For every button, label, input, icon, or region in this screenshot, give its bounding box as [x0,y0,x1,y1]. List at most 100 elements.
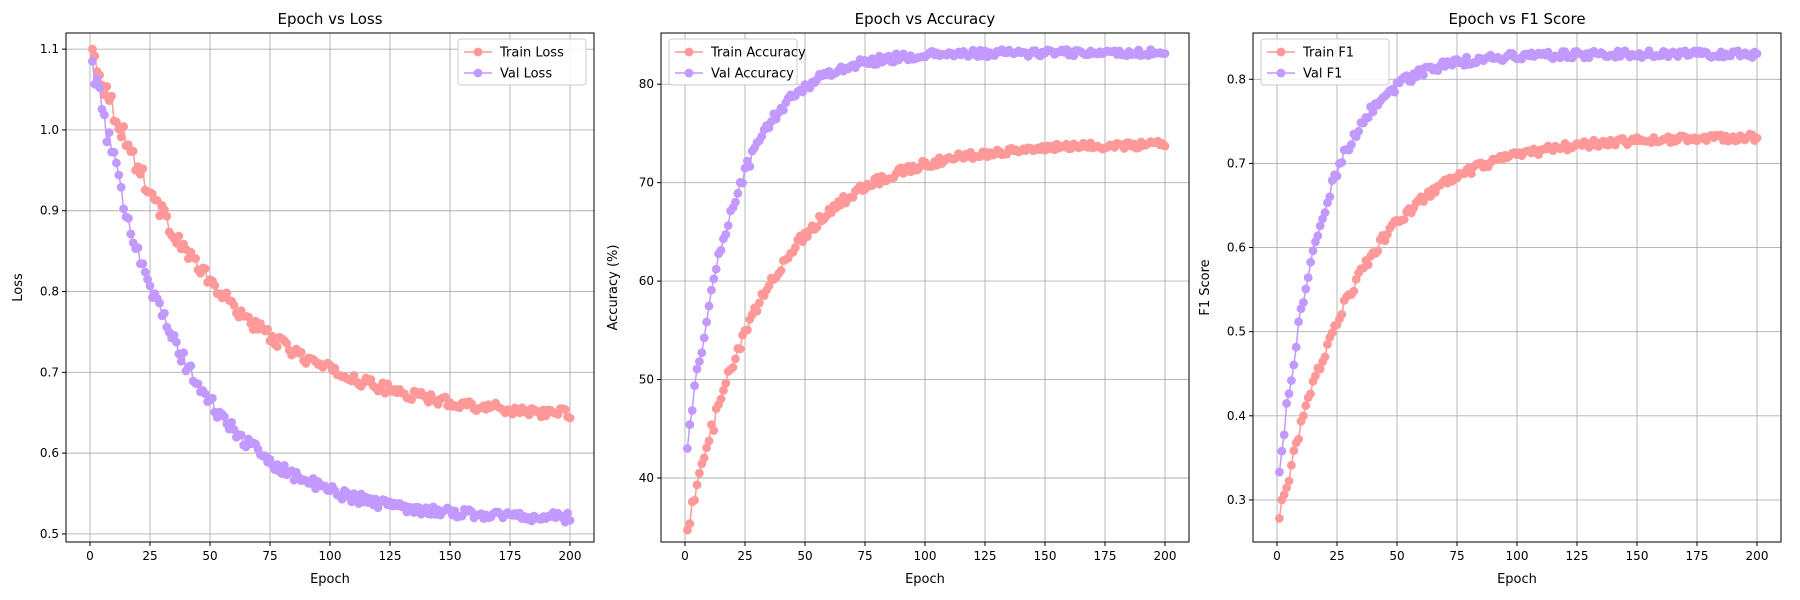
data-point [683,525,692,535]
data-point [1313,231,1323,241]
data-point [563,508,572,518]
y-tick-label: 0.3 [1227,493,1246,507]
legend: Train Accuracy Val Accuracy [668,38,806,86]
data-point [731,197,740,207]
data-point [112,158,121,168]
data-point [699,453,709,463]
y-tick-label: 0.5 [1227,325,1246,339]
x-tick-label: 50 [202,549,217,563]
data-point [1306,257,1315,267]
data-point [728,363,738,372]
legend-train-label: Train Accuracy [710,46,806,61]
data-point [716,394,726,404]
data-point [683,444,692,453]
data-point [1301,284,1311,294]
data-point [272,342,282,351]
x-tick-label: 150 [439,549,462,563]
data-point [1275,467,1284,477]
y-tick-label: 0.6 [40,446,59,460]
data-point [88,44,97,54]
data-point [1301,401,1311,411]
data-point [100,90,109,100]
data-point [1390,87,1399,97]
x-tick-label: 0 [1273,549,1281,563]
x-tick-label: 100 [1506,549,1529,563]
series-val [683,45,1170,453]
data-point [191,254,201,263]
data-point [236,430,246,440]
data-point [719,385,728,395]
axes-frame [1252,32,1782,543]
x-tick-label: 50 [1389,549,1404,563]
data-point [155,298,165,308]
data-point [140,267,150,277]
data-point [229,300,239,310]
data-point [692,364,702,374]
data-point [133,243,143,253]
data-point [699,333,709,343]
data-point [1291,342,1301,352]
grid [66,33,594,542]
data-point [695,357,704,366]
x-tick-label: 175 [499,549,522,563]
data-point [119,204,128,214]
data-point [1368,107,1378,117]
data-point [1282,483,1291,493]
data-point [1323,340,1332,349]
data-point [1287,376,1296,385]
data-point [1363,113,1373,123]
data-point [1399,215,1409,224]
chart-title: Epoch vs Accuracy [855,10,996,28]
y-axis-label: Accuracy (%) [606,245,621,331]
data-point [116,132,126,142]
y-tick-label: 0.8 [40,285,59,299]
data-point [155,211,165,221]
data-point [1320,352,1330,362]
series-line [686,47,1166,449]
data-point [687,406,697,415]
data-point [1332,171,1342,181]
legend-val-marker [684,68,694,78]
x-tick-label: 75 [262,549,277,563]
x-tick-label: 0 [681,549,689,563]
x-tick-label: 200 [1154,549,1177,563]
x-tick-label: 175 [1094,549,1117,563]
data-point [565,413,575,423]
legend-train-marker [473,47,483,57]
data-point [145,281,155,291]
data-point [1311,371,1320,381]
data-point [735,344,745,354]
data-point [752,306,762,316]
data-point [707,285,716,295]
data-point [702,317,711,327]
axis-ticks: 0 25 50 75 100 125 150 175 200 0.5 0.6 0.7 0.8 0.9 1.0… [40,42,582,563]
series-val [88,56,575,527]
data-point [126,229,136,239]
data-point [1315,221,1325,231]
data-point [210,280,220,290]
data-point [731,354,740,364]
data-point [1284,476,1294,486]
data-point [1315,364,1325,374]
axis-ticks: 0 25 50 75 100 125 150 175 200 40 50 60 70 80 [639,77,1177,563]
data-point [1279,490,1289,499]
data-point [1282,399,1291,408]
x-axis-label: Epoch [905,572,945,587]
data-point [1160,141,1170,151]
f1-chart: Epoch vs F1 Score Epoch F1 Score 0 25 50 75… [1198,10,1782,587]
data-point [109,147,119,157]
data-point [1275,514,1284,523]
data-point [138,259,148,269]
x-tick-label: 150 [1034,549,1057,563]
data-point [1284,389,1294,399]
data-point [280,461,289,470]
data-point [227,417,237,427]
data-point [128,146,138,156]
data-point [1752,133,1762,143]
data-point [685,519,695,528]
legend: Train Loss Val Loss [457,38,587,86]
data-point [721,378,731,388]
data-point [272,460,282,469]
data-point [791,243,800,253]
